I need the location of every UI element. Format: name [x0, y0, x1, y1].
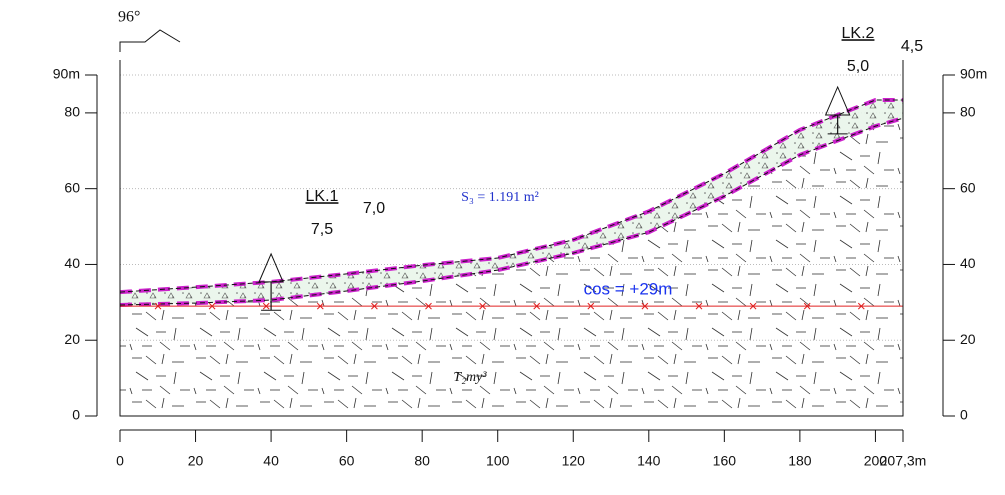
borehole-name: LK.2: [842, 25, 875, 42]
borehole-symbol: [824, 85, 851, 116]
borehole-symbol: [258, 252, 284, 283]
water-marker: [262, 302, 270, 310]
water-marker: [641, 302, 649, 310]
water-marker: [587, 302, 595, 310]
water-marker: [316, 302, 324, 310]
y-tick-label: 60: [64, 179, 80, 195]
plot-frame: [119, 60, 904, 417]
area-label: S₃ = 1.191 m²: [461, 190, 539, 205]
y-tick-label: 80: [64, 104, 80, 120]
boundary-line: [119, 117, 904, 306]
boundary-line: [119, 99, 903, 293]
borehole-name: LK.1: [306, 188, 339, 205]
y-tick-label: 60: [960, 179, 976, 195]
y-tick-label: 40: [960, 255, 976, 271]
water-marker: [857, 302, 865, 310]
y-tick-label: 0: [72, 407, 80, 423]
water-marker: [533, 302, 541, 310]
x-tick-label: 80: [414, 453, 430, 469]
water-marker: [154, 302, 162, 310]
water-marker: [371, 302, 378, 310]
water-marker: [803, 302, 811, 310]
x-tick-label: 60: [339, 453, 355, 469]
y-tick-label: 90m: [960, 66, 987, 82]
x-tick-label: 40: [263, 453, 279, 469]
x-tick-label: 160: [713, 453, 737, 469]
water-label: cos = +29m: [584, 279, 673, 298]
y-tick-label: 40: [64, 255, 80, 271]
x-tick-label: 140: [637, 453, 661, 469]
y-tick-label: 0: [960, 407, 968, 423]
rock-label: T₂my³: [453, 370, 487, 385]
water-marker: [479, 302, 486, 310]
water-marker: [749, 302, 757, 310]
layer-fill: [120, 100, 903, 305]
angle-label: 96°: [118, 9, 140, 26]
x-tick-label: 200: [864, 453, 888, 469]
water-marker: [695, 302, 703, 310]
x-tick-label: 180: [788, 453, 812, 469]
angle-symbol: [119, 29, 181, 52]
borehole-depth: 7,5: [311, 221, 333, 238]
water-marker: [208, 302, 216, 310]
water-marker: [425, 302, 432, 310]
y-tick-label: 20: [960, 331, 976, 347]
x-tick-label: 20: [188, 453, 204, 469]
borehole-depth: 5,0: [847, 58, 869, 75]
borehole-note: 4,5: [901, 38, 923, 55]
y-tick-label: 80: [960, 104, 976, 120]
x-tick-label: 207,3m: [880, 453, 927, 469]
x-tick-label: 120: [562, 453, 586, 469]
x-tick-label: 100: [486, 453, 510, 469]
borehole-note: 7,0: [363, 200, 385, 217]
y-tick-label: 90m: [53, 66, 80, 82]
x-tick-label: 0: [116, 453, 124, 469]
y-tick-label: 20: [64, 331, 80, 347]
